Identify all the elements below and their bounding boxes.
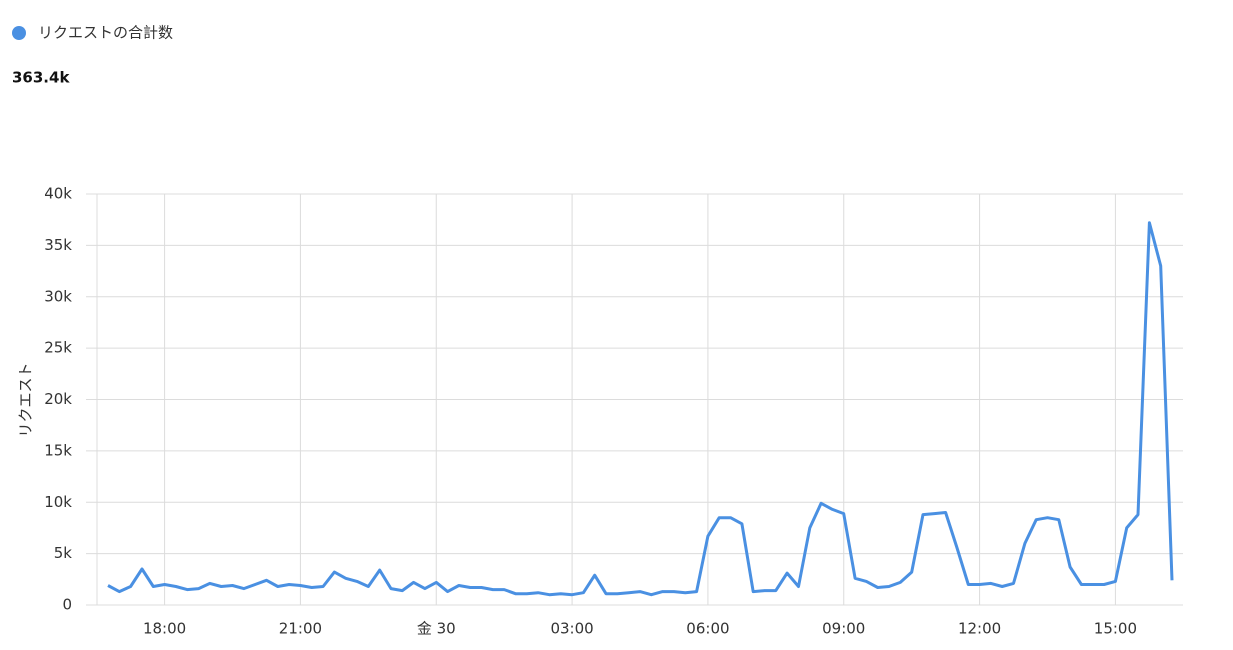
x-tick-label: 03:00 [550, 620, 593, 638]
y-tick-label: 40k [44, 185, 72, 203]
y-tick-label: 20k [44, 390, 72, 408]
y-tick-label: 25k [44, 339, 72, 357]
legend-label: リクエストの合計数 [38, 24, 173, 42]
y-tick-label: 10k [44, 493, 72, 511]
y-tick-label: 30k [44, 287, 72, 305]
y-tick-label: 35k [44, 236, 72, 254]
x-tick-label: 21:00 [279, 620, 322, 638]
x-tick-label: 06:00 [686, 620, 729, 638]
y-tick-label: 0 [62, 596, 72, 614]
y-axis-label: リクエスト [17, 362, 35, 437]
x-tick-label: 18:00 [143, 620, 186, 638]
x-tick-label: 金 30 [417, 620, 456, 638]
y-tick-label: 5k [54, 544, 73, 562]
y-tick-label: 15k [44, 441, 72, 459]
legend-swatch [12, 26, 26, 40]
x-tick-label: 09:00 [822, 620, 865, 638]
x-tick-label: 15:00 [1094, 620, 1137, 638]
x-tick-label: 12:00 [958, 620, 1001, 638]
data-line [107, 221, 1174, 597]
total-value: 363.4k [12, 69, 70, 87]
